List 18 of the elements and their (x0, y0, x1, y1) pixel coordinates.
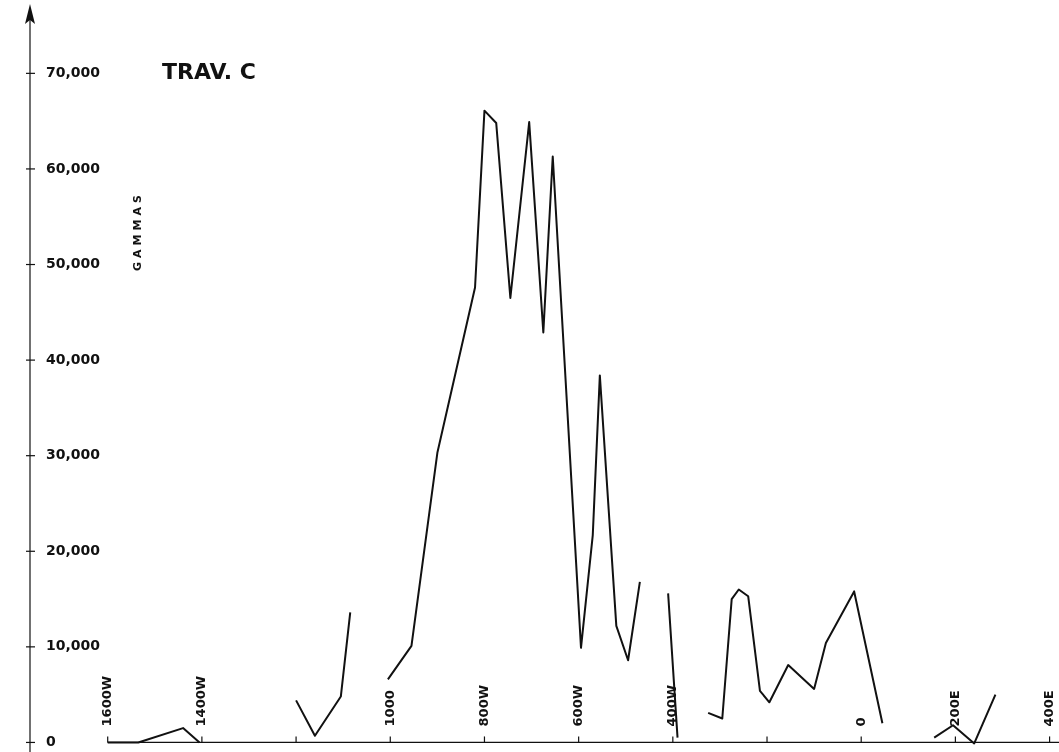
y-tick-label: 30,000 (46, 446, 101, 463)
x-tick-label: 400E (1040, 690, 1056, 727)
x-tick-label: 1600W (99, 675, 115, 727)
y-tick-label: 40,000 (46, 350, 101, 367)
y-tick-label: 10,000 (46, 637, 101, 654)
y-tick-label: 60,000 (46, 159, 101, 176)
y-tick-label: 0 (46, 733, 56, 750)
x-tick-label: 1000 (381, 690, 397, 727)
x-tick-label: 0 (852, 717, 868, 727)
y-axis-title: GAMMAS (130, 191, 144, 271)
x-tick-label: 800W (475, 684, 491, 727)
x-tick-label: 600W (570, 684, 586, 727)
x-tick-label: 200E (946, 690, 962, 727)
y-tick-label: 20,000 (46, 541, 101, 558)
x-tick-label: 1400W (193, 675, 209, 727)
y-tick-label: 50,000 (46, 255, 101, 272)
y-tick-label: 70,000 (46, 63, 101, 80)
text: TRAV. C (162, 59, 256, 85)
